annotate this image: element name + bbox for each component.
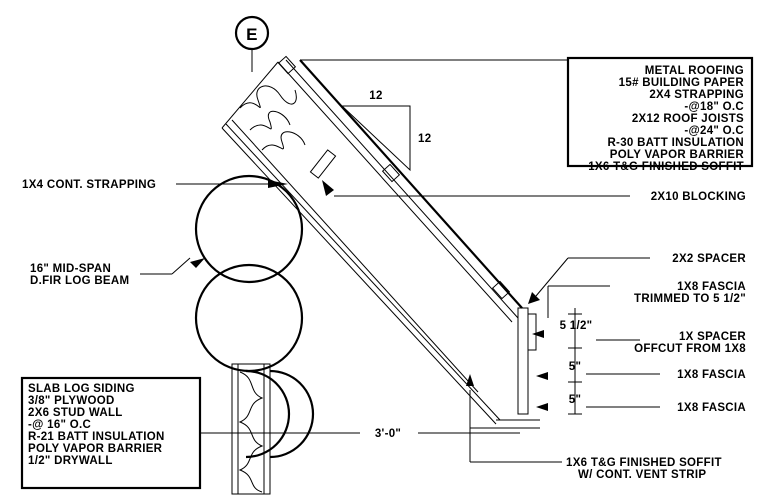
dimension-d3: 5" (569, 394, 581, 406)
log-beam-upper (194, 174, 304, 284)
section-marker-letter: E (246, 25, 258, 44)
callout-spacer: 2X2 SPACER (672, 253, 746, 265)
dimension-d2: 5" (569, 361, 581, 373)
roof-line-1: METAL ROOFING (645, 65, 744, 77)
callout-soffit-2: W/ CONT. VENT STRIP (578, 469, 706, 481)
fascia-assembly (470, 307, 582, 429)
strapping-block (309, 149, 337, 179)
wall-line-7: 1/2" DRYWALL (28, 455, 113, 467)
dimension-overhang: 3'-0" (375, 428, 401, 440)
wall-line-6: POLY VAPOR BARRIER (28, 443, 163, 455)
callout-blocking: 2X10 BLOCKING (651, 191, 746, 203)
roof-line-8: POLY VAPOR BARRIER (610, 149, 745, 161)
roof-line-3: 2X4 STRAPPING (649, 89, 744, 101)
log-beam-lower (194, 263, 304, 373)
callout-fascia-b: 1X8 FASCIA (677, 402, 746, 414)
roof-line-5: 2X12 ROOF JOISTS (632, 113, 744, 125)
callout-fascia-trim-1: 1X8 FASCIA (677, 281, 746, 293)
batt-insulation (239, 85, 306, 151)
slope-run: 12 (369, 90, 382, 102)
roof-line-2: 15# BUILDING PAPER (619, 77, 745, 89)
dimension-d1: 5 1/2" (560, 320, 593, 332)
wall-line-4: -@ 16" O.C (28, 419, 91, 431)
callout-log-beam-2: D.FIR LOG BEAM (30, 275, 129, 287)
section-marker: E (234, 15, 270, 72)
roof-line-4: -@18" O.C (684, 101, 744, 113)
roof-line-6: -@24" O.C (684, 125, 744, 137)
roof-assembly (221, 55, 568, 425)
blocking-box-1 (381, 163, 401, 183)
wall-line-2: 3/8" PLYWOOD (28, 395, 115, 407)
wall-line-1: SLAB LOG SIDING (28, 383, 135, 395)
wall-line-3: 2X6 STUD WALL (28, 407, 123, 419)
callout-strapping: 1X4 CONT. STRAPPING (22, 179, 156, 191)
roof-line-9: 1X6 T&G FINISHED SOFFIT (588, 161, 744, 173)
blocking-box-2 (491, 280, 511, 300)
slope-indicator: 12 12 (340, 90, 431, 172)
stud-wall (231, 363, 271, 495)
blocking-box-top (277, 55, 297, 75)
callout-soffit-1: 1X6 T&G FINISHED SOFFIT (566, 457, 722, 469)
wall-line-5: R-21 BATT INSULATION (28, 431, 165, 443)
callout-ix-spacer-2: OFFCUT FROM 1X8 (634, 343, 746, 355)
roof-line-7: R-30 BATT INSULATION (607, 137, 744, 149)
callout-ix-spacer-1: 1X SPACER (679, 331, 746, 343)
wall-assembly-note: SLAB LOG SIDING 3/8" PLYWOOD 2X6 STUD WA… (20, 376, 202, 490)
log-wall (194, 174, 315, 495)
callout-log-beam-1: 16" MID-SPAN (30, 263, 111, 275)
callout-fascia-trim-2: TRIMMED TO 5 1/2" (634, 293, 746, 305)
leaders (140, 180, 660, 463)
callout-fascia-a: 1X8 FASCIA (677, 369, 746, 381)
slope-rise: 12 (418, 133, 431, 145)
roof-assembly-note: METAL ROOFING 15# BUILDING PAPER 2X4 STR… (566, 56, 754, 173)
